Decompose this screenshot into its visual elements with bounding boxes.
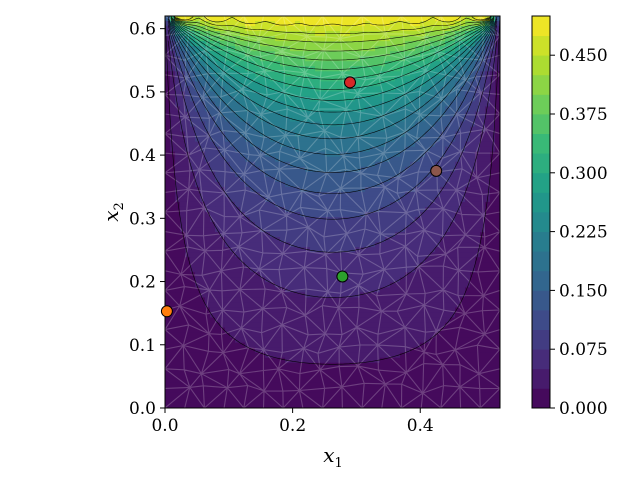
contour-line bbox=[176, 16, 489, 27]
x-tick-label: 0.2 bbox=[279, 416, 306, 436]
contour-line bbox=[170, 16, 495, 80]
contour-lines bbox=[165, 16, 500, 365]
y-tick-label: 0.3 bbox=[129, 209, 156, 229]
contour-line bbox=[170, 17, 495, 90]
colorbar-tick-label: 0.225 bbox=[559, 223, 608, 243]
contour-line bbox=[173, 17, 492, 52]
marker-point bbox=[344, 76, 356, 89]
contour-line bbox=[170, 19, 495, 113]
colorbar-band bbox=[532, 349, 550, 370]
contour-line bbox=[170, 18, 495, 101]
contour-line bbox=[165, 20, 500, 365]
colorbar-tick-label: 0.375 bbox=[559, 105, 608, 125]
colorbar-band bbox=[532, 94, 550, 115]
colorbar-band bbox=[532, 16, 550, 36]
colorbar-band bbox=[532, 192, 550, 213]
colorbar-band bbox=[532, 133, 550, 154]
marker-point bbox=[160, 305, 173, 318]
y-tick-label: 0.0 bbox=[129, 399, 156, 419]
contour-line bbox=[173, 18, 492, 70]
colorbar-axis: 0.000 0.075 0.150 0.225 0.300 0.375 0.450 bbox=[550, 46, 608, 419]
colorbar-band bbox=[532, 251, 550, 272]
colorbar-tick-label: 0.300 bbox=[559, 164, 608, 184]
colorbar-band bbox=[532, 388, 550, 409]
contour-line bbox=[173, 16, 492, 34]
mesh-overlay bbox=[165, 16, 500, 408]
x-tick-label: 0.0 bbox=[151, 416, 178, 436]
colorbar-band bbox=[532, 74, 550, 95]
x-axis-label: x1 bbox=[323, 443, 343, 471]
colorbar-tick-label: 0.450 bbox=[559, 46, 608, 66]
contour-line bbox=[170, 22, 495, 140]
contour-line bbox=[170, 20, 495, 126]
colorbar-frame bbox=[531, 15, 551, 409]
colorbar-tick-label: 0.075 bbox=[559, 340, 608, 360]
y-tick-label: 0.2 bbox=[129, 273, 156, 293]
colorbar-band bbox=[532, 368, 550, 389]
contour-line bbox=[173, 18, 492, 61]
colorbar-band bbox=[532, 231, 550, 252]
y-axis-label: x2 bbox=[99, 202, 127, 222]
colorbar-band bbox=[532, 290, 550, 311]
colorbar-band bbox=[532, 114, 550, 134]
colorbar-tick-label: 0.000 bbox=[559, 399, 608, 419]
x-tick-label: 0.4 bbox=[407, 416, 434, 436]
marker-points bbox=[160, 76, 443, 318]
colorbar-band bbox=[532, 153, 550, 174]
marker-point bbox=[430, 164, 443, 177]
y-tick-label: 0.5 bbox=[129, 83, 156, 103]
contour-line bbox=[167, 21, 498, 194]
colorbar-band bbox=[532, 172, 550, 193]
plot-frame bbox=[164, 15, 501, 409]
contour-line bbox=[167, 40, 498, 298]
contour-line bbox=[167, 18, 498, 173]
y-axis: 0.0 0.1 0.2 0.3 0.4 0.5 0.6 bbox=[129, 20, 165, 419]
colorbar-band bbox=[532, 35, 550, 56]
colorbar-band bbox=[532, 212, 550, 232]
contour-line bbox=[167, 16, 498, 155]
colorbar-band bbox=[532, 329, 550, 350]
colorbar-band bbox=[532, 270, 550, 291]
contour-line bbox=[167, 29, 498, 253]
y-tick-label: 0.1 bbox=[129, 336, 156, 356]
colorbar-tick-label: 0.150 bbox=[559, 281, 608, 301]
y-tick-label: 0.6 bbox=[129, 20, 156, 40]
colorbar-band bbox=[532, 310, 550, 330]
x-axis: 0.0 0.2 0.4 bbox=[151, 408, 434, 436]
y-tick-label: 0.4 bbox=[129, 146, 156, 166]
contour-line bbox=[167, 24, 498, 220]
marker-point bbox=[336, 270, 349, 283]
colorbar bbox=[532, 16, 550, 409]
contour-line bbox=[173, 16, 492, 43]
colorbar-band bbox=[532, 55, 550, 76]
